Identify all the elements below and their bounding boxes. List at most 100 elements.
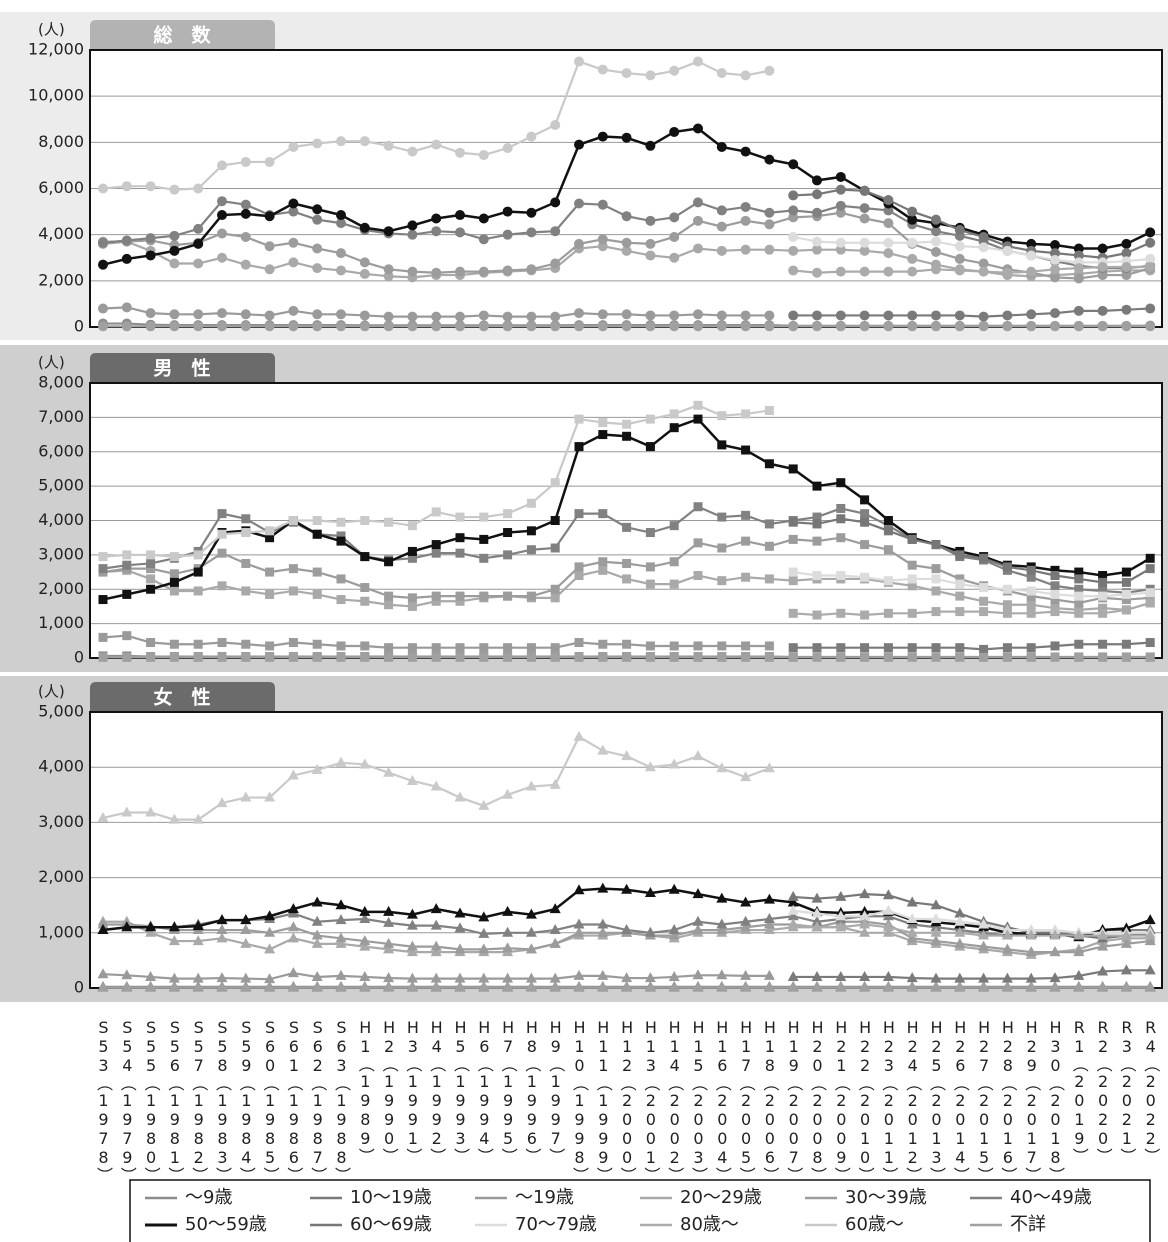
data-point <box>740 896 752 907</box>
data-point <box>169 552 179 562</box>
data-point <box>241 558 251 568</box>
data-point <box>954 926 966 937</box>
y-tick-label: 3,000 <box>38 812 84 831</box>
data-point <box>311 763 323 774</box>
data-point <box>478 321 489 332</box>
data-point <box>859 926 871 937</box>
data-point <box>455 227 465 238</box>
data-point <box>240 156 251 167</box>
data-point <box>360 596 370 606</box>
data-point <box>621 750 633 761</box>
data-point <box>835 321 846 332</box>
data-point <box>883 526 893 536</box>
data-point <box>288 564 298 574</box>
data-point <box>193 238 204 249</box>
data-point <box>264 321 275 332</box>
data-point <box>669 310 680 321</box>
data-point <box>145 233 156 244</box>
data-point <box>336 595 346 605</box>
data-point <box>406 919 418 930</box>
data-point <box>597 981 609 992</box>
data-point <box>169 569 179 579</box>
data-point <box>788 265 799 276</box>
data-point <box>598 652 608 662</box>
data-point <box>240 199 251 210</box>
data-point <box>716 245 727 256</box>
data-point <box>479 534 489 544</box>
data-point <box>98 303 108 314</box>
data-point <box>549 924 561 935</box>
data-point <box>312 589 322 599</box>
data-point <box>431 507 441 517</box>
data-point <box>1098 586 1108 596</box>
data-point <box>240 914 252 925</box>
data-point <box>384 600 394 610</box>
data-point <box>1050 607 1060 617</box>
data-point <box>812 610 822 620</box>
data-point <box>264 156 275 167</box>
data-point <box>764 652 774 662</box>
data-point <box>1050 240 1060 251</box>
data-point <box>1145 638 1155 648</box>
data-point <box>788 245 799 256</box>
data-point <box>812 643 822 653</box>
data-point <box>360 641 370 651</box>
data-point <box>479 591 489 601</box>
data-point <box>860 495 870 505</box>
data-point <box>787 910 799 921</box>
data-point <box>1121 605 1131 615</box>
data-point <box>812 175 822 186</box>
data-point <box>288 206 299 217</box>
data-point <box>1145 303 1156 314</box>
data-point <box>122 560 132 570</box>
data-point <box>574 638 584 648</box>
data-point <box>502 206 513 217</box>
data-point <box>407 146 418 157</box>
data-point <box>312 214 323 225</box>
data-point <box>740 146 751 157</box>
data-point <box>430 780 442 791</box>
data-point <box>836 643 846 653</box>
data-point <box>622 419 632 429</box>
data-point <box>763 918 775 929</box>
data-point <box>479 553 489 563</box>
legend-box <box>129 1179 1151 1242</box>
data-point <box>550 197 561 208</box>
data-point <box>1098 603 1108 613</box>
data-point <box>931 264 941 275</box>
data-point <box>1144 981 1156 992</box>
data-point <box>836 503 846 513</box>
data-point <box>693 215 703 226</box>
data-point <box>931 321 941 332</box>
data-point <box>741 536 751 546</box>
data-point <box>1097 929 1109 940</box>
data-point <box>549 937 561 948</box>
x-tick-label: S60（1985） <box>260 1018 280 1183</box>
data-point <box>503 652 513 662</box>
data-point <box>526 652 536 662</box>
y-tick-label: 2,000 <box>38 867 84 886</box>
data-point <box>241 639 251 649</box>
data-point <box>336 321 346 332</box>
data-point <box>788 190 799 201</box>
data-point <box>1145 553 1155 563</box>
data-point <box>336 309 346 320</box>
data-point <box>811 907 823 918</box>
data-point <box>121 302 132 313</box>
data-point <box>383 140 394 151</box>
x-tick-label: H11（1999） <box>593 1018 613 1183</box>
data-point <box>883 205 894 216</box>
data-point <box>97 811 109 822</box>
data-point <box>1145 652 1155 662</box>
data-point <box>645 310 656 321</box>
data-point <box>907 237 918 248</box>
data-point <box>1144 929 1156 940</box>
data-point <box>835 200 846 211</box>
data-point <box>169 309 180 320</box>
data-point <box>1026 250 1037 261</box>
data-point <box>503 591 513 601</box>
data-point <box>645 641 655 651</box>
data-point <box>406 775 418 785</box>
data-point <box>240 321 251 332</box>
data-point <box>360 583 370 593</box>
